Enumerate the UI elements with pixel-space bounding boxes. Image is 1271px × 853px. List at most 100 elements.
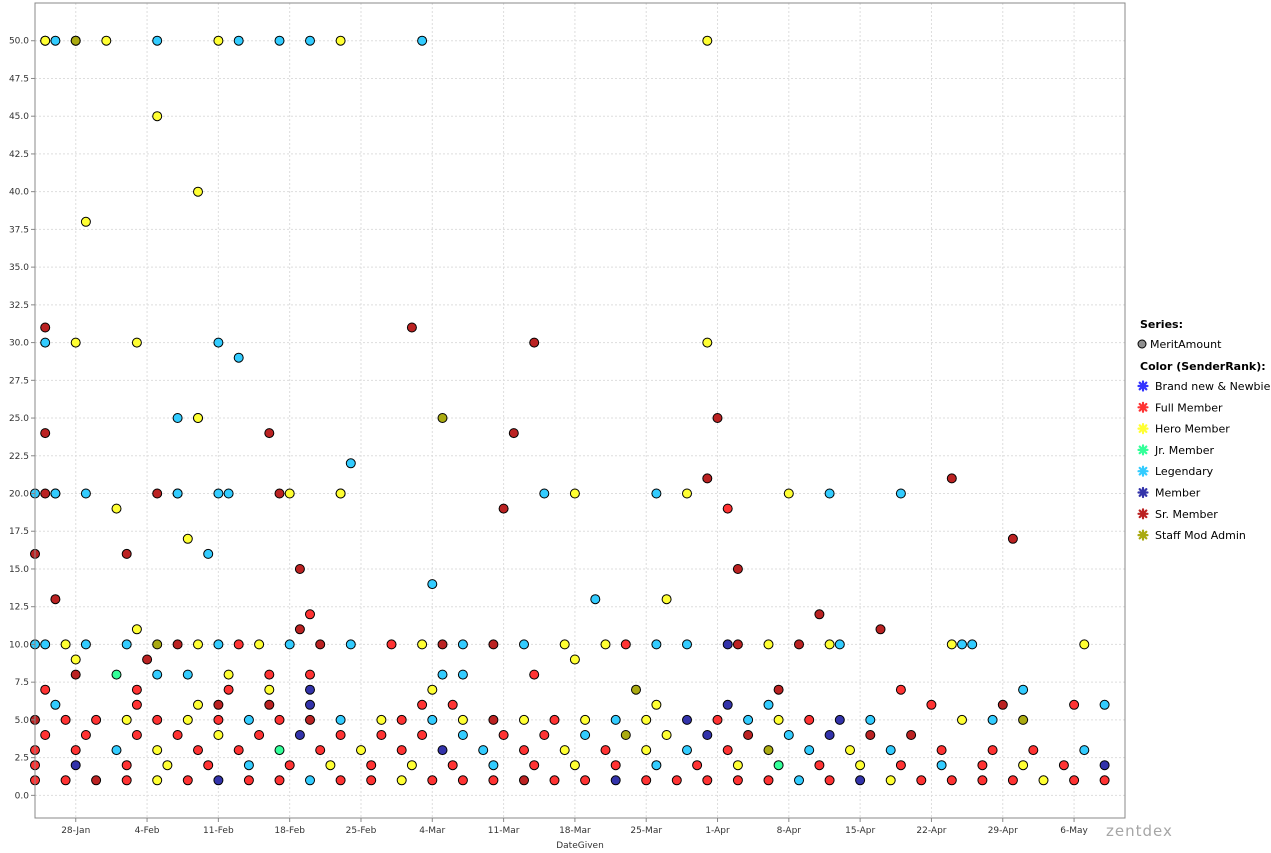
data-point [1018,714,1029,725]
data-point [549,775,560,786]
data-point [193,639,203,650]
data-point [243,714,254,725]
data-point [814,760,825,771]
data-point [824,639,835,650]
data-point [396,745,407,756]
data-point [427,775,438,786]
x-tick-label: 8-Apr [777,826,802,836]
data-point [1018,684,1029,695]
data-point [376,730,387,740]
x-axis: 28-Jan 4-Feb 11-Feb 18-Feb 25-Feb 4-Mar 11-Mar… [61,818,1089,836]
y-tick-label: 5.0 [15,716,30,726]
data-point [203,760,214,771]
data-point [600,745,611,756]
data-point [40,684,51,695]
data-point [193,745,203,756]
data-point [70,669,81,680]
data-point [50,488,61,499]
data-point [834,639,845,650]
x-tick-label: 28-Jan [61,826,90,836]
data-point [142,654,153,665]
legend-item: Hero Member [1137,423,1230,436]
legend-series-heading: Series: [1140,318,1183,331]
data-point [702,730,713,740]
data-point [569,760,580,771]
data-point [254,639,265,650]
data-point [427,579,438,590]
data-point [182,714,193,725]
data-point [1018,760,1029,771]
legend-swatch-icon [1137,529,1149,541]
y-tick-label: 25.0 [9,414,29,424]
legend-item: Jr. Member [1137,444,1214,457]
watermark-logo: zentdex [1106,822,1173,840]
data-point [274,35,285,46]
data-point [50,699,61,710]
data-point [70,337,81,348]
data-point [50,35,61,46]
data-point [294,564,305,574]
data-point [213,714,224,725]
data-point [865,730,876,740]
legend-item: Full Member [1137,401,1223,414]
data-point [885,745,896,756]
x-tick-label: 25-Mar [630,826,662,836]
y-tick-label: 15.0 [9,565,29,575]
y-tick-label: 47.5 [9,74,29,84]
data-point [651,699,662,710]
data-point [977,760,988,771]
data-point [1079,639,1090,650]
legend-item: Sr. Member [1137,508,1218,521]
x-tick-label: 25-Feb [346,826,377,836]
data-point [40,35,51,46]
data-point [274,745,285,756]
data-point [213,775,224,786]
x-tick-label: 4-Mar [419,826,445,836]
data-point [213,730,224,740]
data-point [121,775,132,786]
data-point [131,730,142,740]
data-point [682,488,692,499]
data-point [631,684,641,695]
data-point [70,35,81,46]
legend-series-label: MeritAmount [1150,338,1222,351]
data-point [743,714,754,725]
data-point [193,413,203,423]
data-point [396,714,407,725]
data-point [834,714,845,725]
data-point [152,714,163,725]
data-point [315,745,326,756]
data-point [131,699,142,710]
data-point [824,775,835,786]
data-point [152,745,163,756]
data-point [1007,533,1018,544]
x-tick-label: 6-May [1060,826,1088,836]
data-point [131,624,142,635]
data-point [80,216,91,227]
data-point [763,775,774,786]
legend-item: Member [1137,487,1201,500]
data-point [284,760,295,771]
data-point [987,714,998,725]
y-tick-label: 50.0 [9,37,29,47]
data-point [743,730,754,740]
data-point [641,745,652,756]
data-point [946,473,957,484]
data-point [294,624,305,635]
data-point [610,760,621,771]
data-point [957,639,967,650]
data-point [213,35,224,46]
y-tick-label: 22.5 [9,452,29,462]
data-point [101,35,112,46]
data-point [651,639,662,650]
data-point [203,548,214,559]
data-point [702,35,713,46]
data-point [1069,775,1080,786]
data-point [712,714,723,725]
data-point [213,337,224,348]
data-point [264,699,275,710]
data-point [152,111,163,122]
x-tick-label: 18-Feb [274,826,305,836]
